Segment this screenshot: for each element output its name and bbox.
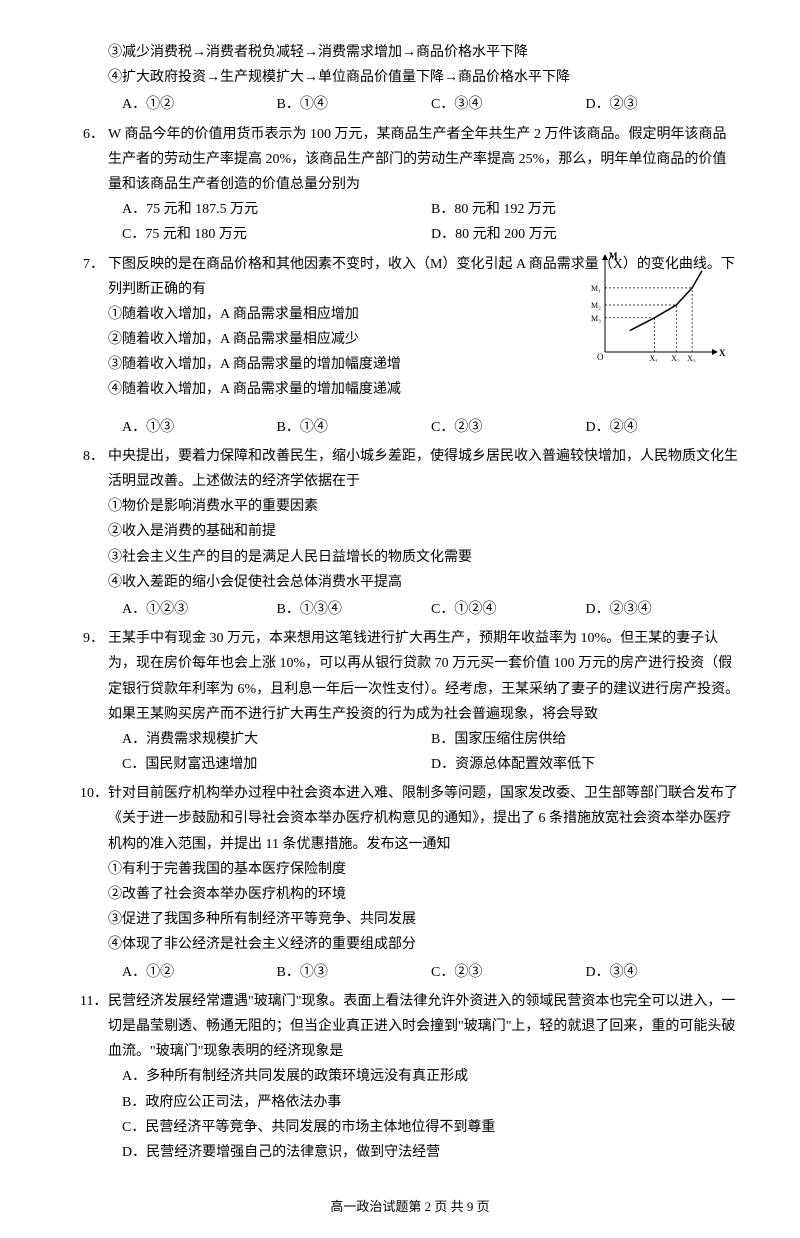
option-a: A．①② [122,960,277,985]
question-9: 9． 王某手中有现金 30 万元，本来想用这笔钱进行扩大再生产，预期年收益率为 … [80,626,740,777]
demand-curve-chart: M X O M₃ X₁ M₂ X₂ M₁ X₃ [580,252,730,362]
option-a: A．多种所有制经济共同发展的政策环境远没有真正形成 [80,1064,740,1089]
option-d: D．民营经济要增强自己的法律意识，做到守法经营 [80,1140,740,1165]
option-b: B．①④ [277,415,432,440]
question-11: 11． 民营经济发展经常遭遇"玻璃门"现象。表面上看法律允许外资进入的领域民营资… [80,989,740,1165]
statement-3: ③减少消费税→消费者税负减轻→消费需求增加→商品价格水平下降 [80,40,740,65]
option-d: D．80 元和 200 万元 [431,222,740,247]
question-text: 针对目前医疗机构举办过程中社会资本进入难、限制多等问题，国家发改委、卫生部等部门… [108,781,740,857]
svg-text:O: O [597,352,604,362]
question-text: W 商品今年的价值用货币表示为 100 万元，某商品生产者全年共生产 2 万件该… [108,122,740,198]
options-row-1: A．消费需求规模扩大 B．国家压缩住房供给 [80,727,740,752]
option-c: C．国民财富迅速增加 [122,752,431,777]
svg-text:X₃: X₃ [687,354,696,362]
question-10: 10． 针对目前医疗机构举办过程中社会资本进入难、限制多等问题，国家发改委、卫生… [80,781,740,985]
statement-3: ③促进了我国多种所有制经济平等竞争、共同发展 [80,907,740,932]
option-b: B．①④ [277,92,432,117]
statement-4: ④扩大政府投资→生产规模扩大→单位商品价值量下降→商品价格水平下降 [80,65,740,90]
question-number: 6． [80,122,108,198]
statement-4: ④收入差距的缩小会促使社会总体消费水平提高 [80,570,740,595]
option-b: B．80 元和 192 万元 [431,197,740,222]
option-d: D．③④ [586,960,741,985]
statement-2: ②改善了社会资本举办医疗机构的环境 [80,882,740,907]
statement-4: ④体现了非公经济是社会主义经济的重要组成部分 [80,932,740,957]
option-c: C．75 元和 180 万元 [122,222,431,247]
statement-3: ③社会主义生产的目的是满足人民日益增长的物质文化需要 [80,545,740,570]
option-a: A．①②③ [122,597,277,622]
question-number: 9． [80,626,108,727]
statement-1: ①物价是影响消费水平的重要因素 [80,494,740,519]
question-number: 10． [80,781,108,857]
question-6: 6． W 商品今年的价值用货币表示为 100 万元，某商品生产者全年共生产 2 … [80,122,740,248]
option-a: A．消费需求规模扩大 [122,727,431,752]
option-a: A．75 元和 187.5 万元 [122,197,431,222]
option-d: D．②③④ [586,597,741,622]
question-8: 8． 中央提出，要着力保障和改善民生，缩小城乡差距，使得城乡居民收入普遍较快增加… [80,444,740,622]
option-d: D．资源总体配置效率低下 [431,752,740,777]
options-row: A．①③ B．①④ C．②③ D．②④ [80,415,740,440]
question-number: 8． [80,444,108,494]
options-row-2: C．75 元和 180 万元 D．80 元和 200 万元 [80,222,740,247]
option-b: B．①③ [277,960,432,985]
question-text: 王某手中有现金 30 万元，本来想用这笔钱进行扩大再生产，预期年收益率为 10%… [108,626,740,727]
svg-text:X: X [719,348,726,358]
options-row-1: A．75 元和 187.5 万元 B．80 元和 192 万元 [80,197,740,222]
option-c: C．②③ [431,415,586,440]
question-text: 中央提出，要着力保障和改善民生，缩小城乡差距，使得城乡居民收入普遍较快增加，人民… [108,444,740,494]
options-row: A．①② B．①③ C．②③ D．③④ [80,960,740,985]
option-d: D．②④ [586,415,741,440]
question-7: 7． 下图反映的是在商品价格和其他因素不变时，收入（M）变化引起 A 商品需求量… [80,252,740,440]
page-footer: 高一政治试题第 2 页 共 9 页 [80,1195,740,1218]
question-text: 民营经济发展经常遭遇"玻璃门"现象。表面上看法律允许外资进入的领域民营资本也完全… [108,989,740,1065]
svg-text:M₃: M₃ [591,313,601,322]
option-b: B．①③④ [277,597,432,622]
option-c: C．民营经济平等竞争、共同发展的市场主体地位得不到尊重 [80,1115,740,1140]
option-c: C．①②④ [431,597,586,622]
option-c: C．③④ [431,92,586,117]
option-a: A．①② [122,92,277,117]
option-b: B．政府应公正司法，严格依法办事 [80,1090,740,1115]
svg-text:M₁: M₁ [591,283,601,292]
options-row: A．①② B．①④ C．③④ D．②③ [80,92,740,117]
question-number: 11． [80,989,108,1065]
options-row: A．①②③ B．①③④ C．①②④ D．②③④ [80,597,740,622]
question-number: 7． [80,252,108,302]
svg-text:M₂: M₂ [591,300,601,309]
svg-text:X₂: X₂ [671,354,680,362]
statement-1: ①有利于完善我国的基本医疗保险制度 [80,857,740,882]
statement-2: ②收入是消费的基础和前提 [80,519,740,544]
svg-text:M: M [609,252,618,261]
option-c: C．②③ [431,960,586,985]
options-row-2: C．国民财富迅速增加 D．资源总体配置效率低下 [80,752,740,777]
option-a: A．①③ [122,415,277,440]
svg-text:X₁: X₁ [650,354,659,362]
option-d: D．②③ [586,92,741,117]
question-5-continuation: ③减少消费税→消费者税负减轻→消费需求增加→商品价格水平下降 ④扩大政府投资→生… [80,40,740,118]
statement-4: ④随着收入增加，A 商品需求量的增加幅度递减 [80,377,740,402]
option-b: B．国家压缩住房供给 [431,727,740,752]
